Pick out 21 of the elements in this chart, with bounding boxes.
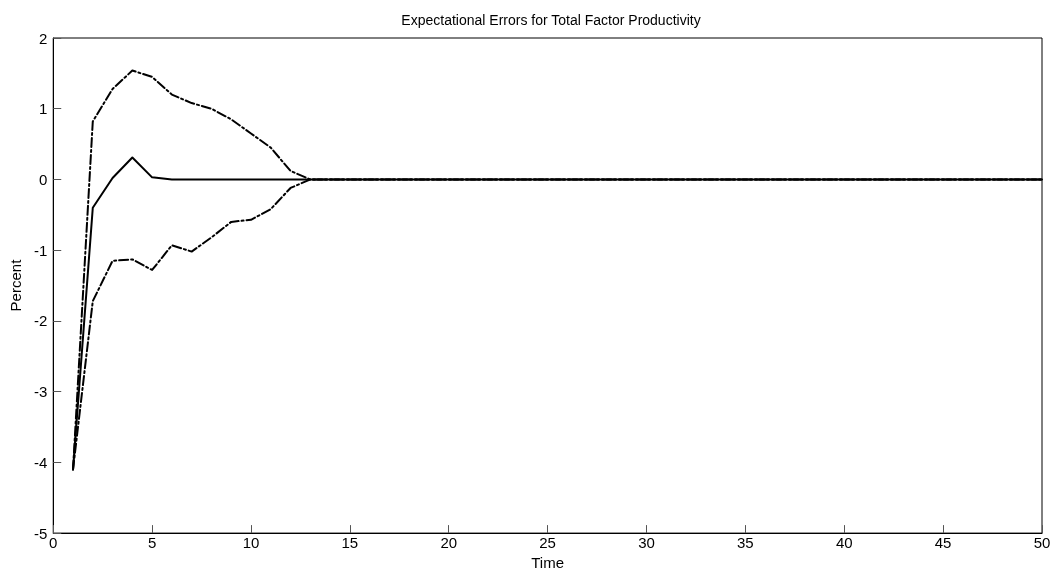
x-tick-label: 20 [440,534,458,552]
x-tick-label: 50 [1033,534,1051,552]
x-axis-title: Time [531,554,565,571]
y-tick-label: -5 [33,524,48,542]
x-tick-label: 5 [147,534,157,552]
y-tick-label: -4 [33,453,48,471]
chart-title: Expectational Errors for Total Factor Productivity [401,12,701,28]
x-tick-label: 10 [242,534,260,552]
x-tick-label: 15 [341,534,359,552]
y-tick-label: -2 [33,312,48,330]
y-axis-title: Percent [7,258,24,312]
x-tick-label: 35 [737,534,754,552]
x-tick-label: 30 [638,534,655,552]
y-tick-label: 0 [38,170,48,188]
y-tick-label: -1 [33,241,48,259]
x-tick-label: 45 [934,534,952,552]
y-tick-label: -3 [33,383,48,401]
y-tick-label: 2 [38,29,48,47]
x-tick-label: 40 [835,534,853,552]
y-tick-label: 1 [38,100,48,118]
x-tick-label: 25 [539,534,556,552]
